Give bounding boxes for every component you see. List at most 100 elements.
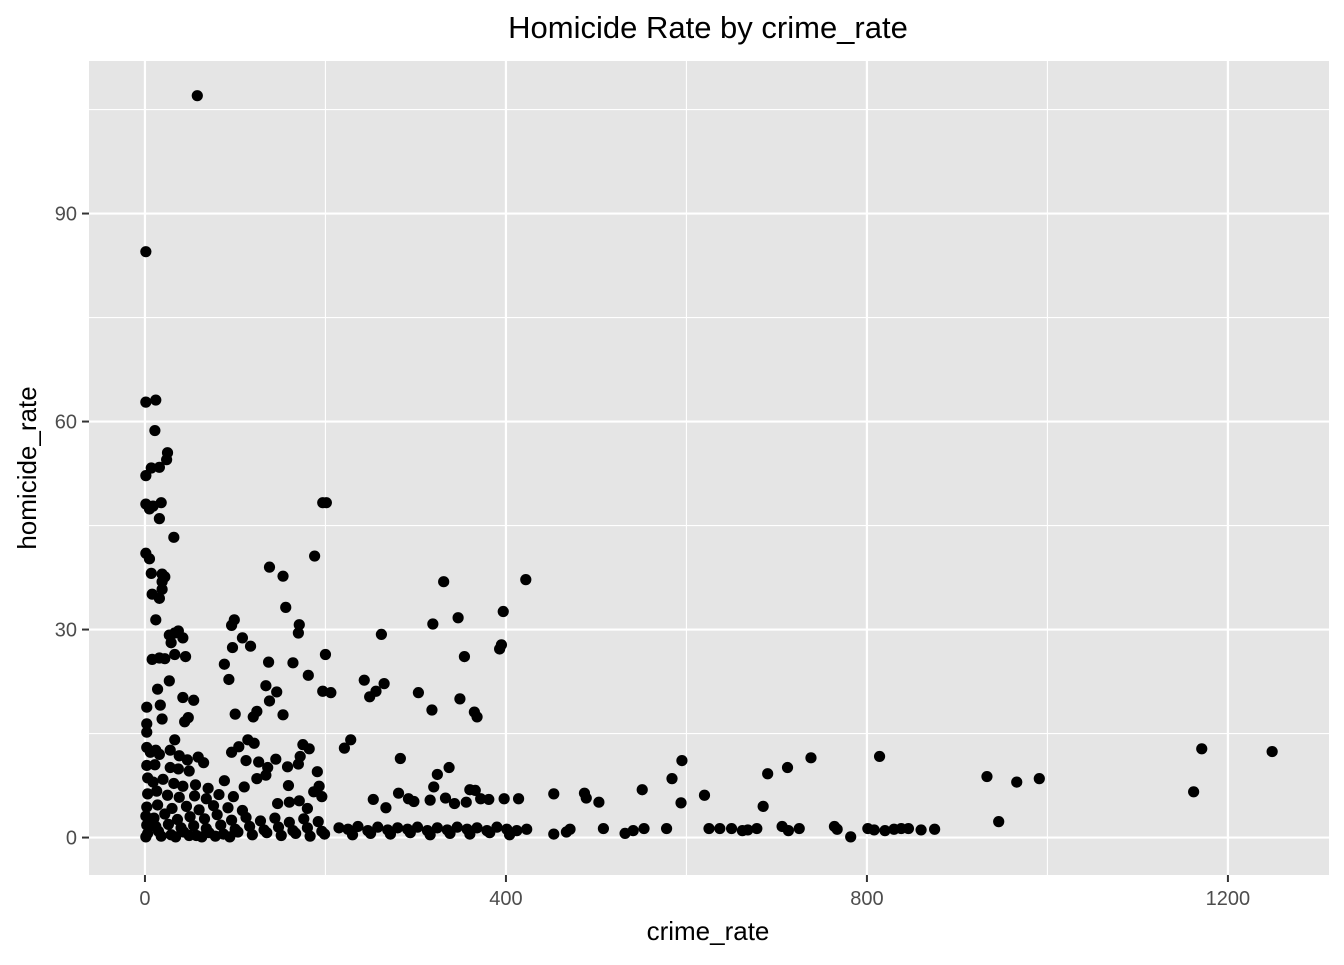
data-point bbox=[345, 734, 356, 745]
data-point bbox=[304, 743, 315, 754]
data-point bbox=[305, 831, 316, 842]
x-tick-label: 1200 bbox=[1206, 888, 1251, 910]
x-tick-label: 400 bbox=[489, 888, 522, 910]
data-point bbox=[380, 802, 391, 813]
data-point bbox=[196, 831, 207, 842]
y-tick-label: 60 bbox=[55, 412, 77, 434]
data-point bbox=[981, 771, 992, 782]
data-point bbox=[155, 700, 166, 711]
data-point bbox=[874, 751, 885, 762]
data-point bbox=[496, 639, 507, 650]
data-point bbox=[157, 713, 168, 724]
plot-panel bbox=[89, 61, 1329, 875]
data-point bbox=[264, 562, 275, 573]
y-tick-label: 30 bbox=[55, 620, 77, 642]
data-point bbox=[261, 827, 272, 838]
data-point bbox=[156, 831, 167, 842]
data-point bbox=[385, 828, 396, 839]
data-point bbox=[459, 651, 470, 662]
data-point bbox=[245, 641, 256, 652]
data-point bbox=[188, 695, 199, 706]
data-point bbox=[168, 532, 179, 543]
data-point bbox=[425, 795, 436, 806]
data-point bbox=[180, 651, 191, 662]
data-point bbox=[170, 831, 181, 842]
data-point bbox=[264, 695, 275, 706]
data-point bbox=[164, 675, 175, 686]
data-point bbox=[903, 823, 914, 834]
data-point bbox=[426, 704, 437, 715]
data-point bbox=[228, 791, 239, 802]
data-point bbox=[283, 780, 294, 791]
data-point bbox=[159, 653, 170, 664]
chart-title: Homicide Rate by crime_rate bbox=[508, 10, 908, 45]
data-point bbox=[1267, 746, 1278, 757]
data-point bbox=[368, 794, 379, 805]
data-point bbox=[845, 831, 856, 842]
data-point bbox=[159, 571, 170, 582]
data-point bbox=[471, 711, 482, 722]
data-point bbox=[287, 657, 298, 668]
data-point bbox=[203, 783, 214, 794]
data-point bbox=[869, 824, 880, 835]
data-point bbox=[309, 550, 320, 561]
data-point bbox=[247, 829, 258, 840]
data-point bbox=[393, 788, 404, 799]
data-point bbox=[181, 801, 192, 812]
data-point bbox=[284, 797, 295, 808]
data-point bbox=[141, 727, 152, 738]
data-point bbox=[483, 794, 494, 805]
data-point bbox=[794, 823, 805, 834]
data-point bbox=[141, 702, 152, 713]
data-point bbox=[521, 824, 532, 835]
data-point bbox=[1034, 773, 1045, 784]
data-point bbox=[177, 692, 188, 703]
data-point bbox=[432, 769, 443, 780]
data-point bbox=[184, 830, 195, 841]
data-point bbox=[312, 766, 323, 777]
data-point bbox=[449, 798, 460, 809]
data-point bbox=[166, 637, 177, 648]
data-point bbox=[177, 781, 188, 792]
y-axis-title: homicide_rate bbox=[12, 386, 42, 549]
data-point bbox=[666, 773, 677, 784]
data-point bbox=[783, 825, 794, 836]
data-point bbox=[294, 619, 305, 630]
data-point bbox=[564, 824, 575, 835]
data-point bbox=[150, 614, 161, 625]
data-point bbox=[548, 788, 559, 799]
data-point bbox=[212, 809, 223, 820]
data-point bbox=[210, 831, 221, 842]
data-point bbox=[370, 686, 381, 697]
data-point bbox=[320, 649, 331, 660]
data-point bbox=[290, 828, 301, 839]
data-point bbox=[726, 823, 737, 834]
data-point bbox=[484, 827, 495, 838]
data-point bbox=[188, 820, 199, 831]
data-point bbox=[146, 568, 157, 579]
data-point bbox=[628, 825, 639, 836]
data-point bbox=[425, 829, 436, 840]
data-point bbox=[260, 770, 271, 781]
data-point bbox=[177, 632, 188, 643]
data-point bbox=[598, 823, 609, 834]
data-point bbox=[453, 612, 464, 623]
data-point bbox=[270, 754, 281, 765]
data-point bbox=[703, 823, 714, 834]
data-point bbox=[152, 799, 163, 810]
data-point bbox=[379, 678, 390, 689]
data-point bbox=[154, 513, 165, 524]
data-point bbox=[929, 824, 940, 835]
data-point bbox=[224, 831, 235, 842]
data-point bbox=[637, 784, 648, 795]
data-point bbox=[395, 753, 406, 764]
data-point bbox=[152, 684, 163, 695]
data-point bbox=[272, 798, 283, 809]
data-point bbox=[192, 90, 203, 101]
data-point bbox=[915, 824, 926, 835]
data-point bbox=[751, 823, 762, 834]
data-point bbox=[189, 790, 200, 801]
data-point bbox=[993, 816, 1004, 827]
